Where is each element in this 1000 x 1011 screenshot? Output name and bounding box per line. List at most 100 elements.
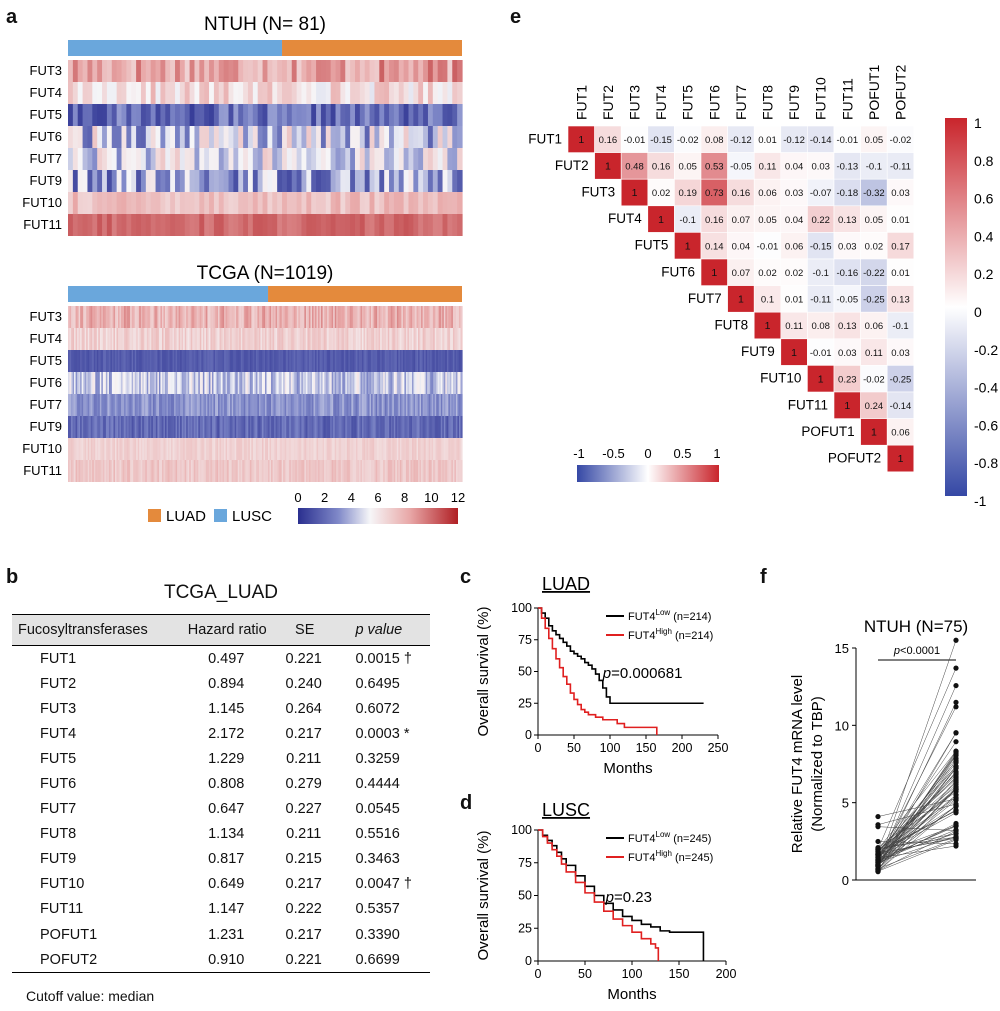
heatmap-cell: [194, 170, 200, 192]
heatmap-cell: [269, 372, 272, 394]
heatmap-cell: [195, 416, 198, 438]
heatmap-cell: [451, 372, 454, 394]
heatmap-cell: [152, 416, 155, 438]
heatmap-cell: [121, 306, 124, 328]
se-cell: 0.217: [285, 876, 322, 893]
heatmap-cell: [106, 126, 113, 148]
heatmap-cell: [105, 460, 108, 482]
heatmap-cell: [434, 350, 437, 372]
heatmap-cell: [181, 416, 184, 438]
heatmap-cell: [149, 306, 152, 328]
heatmap-cell: [77, 460, 80, 482]
heatmap-cell: [415, 328, 418, 350]
heatmap-cell: [169, 460, 172, 482]
heatmap-cell: [372, 306, 375, 328]
heatmap-cell: [345, 328, 348, 350]
heatmap-cell: [265, 306, 268, 328]
heatmap-cell: [248, 460, 251, 482]
heatmap-cell: [247, 148, 254, 170]
heatmap-cell: [121, 214, 127, 236]
heatmap-cell: [351, 438, 354, 460]
heatmap-cell: [408, 306, 412, 328]
heatmap-cell: [124, 350, 127, 372]
heatmap-cell: [168, 460, 171, 482]
heatmap-cell: [304, 306, 307, 328]
heatmap-cell: [92, 104, 98, 126]
km-y-label: Overall survival (%): [475, 830, 492, 960]
heatmap-cell: [121, 416, 124, 438]
heatmap-cell: [313, 416, 316, 438]
heatmap-gene-label: FUT10: [22, 195, 62, 210]
heatmap-cell: [398, 306, 401, 328]
corr-value-label: 0.02: [758, 268, 777, 279]
heatmap-cell: [248, 328, 251, 350]
heatmap-cell: [204, 438, 207, 460]
heatmap-cell: [354, 438, 357, 460]
heatmap-cell: [248, 350, 251, 372]
heatmap-cell: [337, 416, 340, 438]
heatmap-cell: [158, 394, 162, 416]
heatmap-cell: [331, 438, 334, 460]
heatmap-cell: [126, 126, 132, 148]
heatmap-cell: [351, 394, 354, 416]
heatmap-cell: [228, 416, 231, 438]
heatmap-cell: [145, 148, 152, 170]
heatmap-cell: [390, 306, 393, 328]
heatmap-cell: [92, 350, 95, 372]
heatmap-cell: [448, 372, 451, 394]
heatmap-cell: [77, 394, 80, 416]
heatmap-cell: [228, 460, 231, 482]
heatmap-cell: [118, 438, 121, 460]
heatmap-cell: [293, 328, 296, 350]
corr-value-label: 0.11: [759, 162, 777, 173]
km-x-tick-label: 150: [669, 967, 690, 981]
corr-value-label: 0.01: [758, 135, 777, 146]
heatmap-cell: [418, 82, 424, 104]
heatmap-cell: [354, 372, 357, 394]
heatmap-cell: [111, 82, 118, 104]
heatmap-cell: [372, 438, 375, 460]
expression-scale-ticks: 0 2 4 6 8 10 12: [294, 490, 465, 505]
heatmap-cell: [111, 214, 118, 236]
heatmap-cell: [95, 372, 98, 394]
heatmap-cell: [443, 372, 446, 394]
paired-line: [877, 825, 957, 855]
heatmap-cell: [433, 350, 436, 372]
heatmap-cell: [107, 372, 110, 394]
heatmap-cell: [437, 394, 440, 416]
heatmap-cell: [74, 460, 77, 482]
heatmap-cell: [322, 394, 325, 416]
heatmap-cell: [324, 438, 327, 460]
km-legend-label: FUT4Low (n=214): [628, 608, 711, 623]
corr-value-label: 0.01: [891, 215, 910, 226]
heatmap-cell: [163, 460, 166, 482]
heatmap-cell: [284, 394, 287, 416]
heatmap-cell: [369, 170, 376, 192]
heatmap-cell: [305, 372, 309, 394]
heatmap-cell: [116, 438, 119, 460]
heatmap-cell: [90, 394, 93, 416]
corr-value-label: 0.16: [732, 188, 751, 199]
normal-point: [875, 838, 881, 845]
heatmap-cell: [165, 60, 171, 82]
heatmap-cell: [257, 104, 264, 126]
heatmap-cell: [422, 350, 425, 372]
heatmap-cell: [102, 148, 108, 170]
heatmap-cell: [413, 126, 419, 148]
heatmap-cell: [140, 328, 143, 350]
heatmap-cell: [316, 104, 322, 126]
heatmap-cell: [97, 82, 103, 104]
heatmap-cell: [408, 416, 412, 438]
heatmap-cell: [161, 416, 165, 438]
heatmap-cell: [223, 60, 230, 82]
corr-cell: [620, 178, 649, 207]
heatmap-cell: [359, 170, 366, 192]
heatmap-cell: [242, 350, 245, 372]
heatmap-cell: [160, 394, 163, 416]
heatmap-cell: [187, 394, 190, 416]
heatmap-cell: [184, 438, 187, 460]
heatmap-cell: [386, 350, 389, 372]
corr-value-label: 0.03: [811, 162, 830, 173]
heatmap-cell: [407, 328, 410, 350]
heatmap-cell: [454, 438, 457, 460]
